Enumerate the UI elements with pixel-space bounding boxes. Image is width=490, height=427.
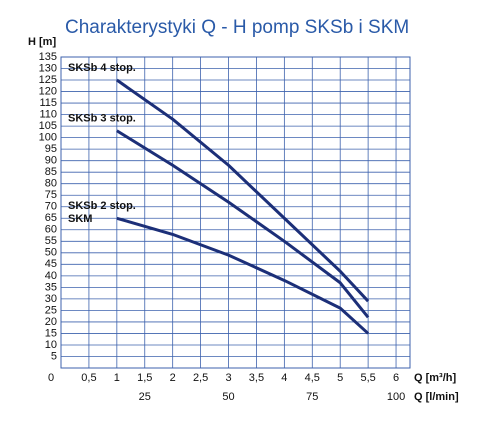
series-line (116, 216, 370, 335)
y-tick-label: 75 (45, 189, 57, 201)
x-axis-label: Q [m³/h] (414, 372, 456, 384)
x2-axis-label: Q [l/min] (414, 391, 459, 403)
series-label: SKSb 4 stop. (68, 62, 136, 74)
x-tick-label: 5,5 (360, 372, 375, 384)
plot-frame (60, 56, 411, 369)
y-tick-label: 125 (39, 74, 57, 86)
x-tick-label: 1,5 (137, 372, 152, 384)
x2-tick-label: 25 (139, 391, 151, 403)
series-line (115, 78, 370, 303)
y-tick-label: 135 (39, 51, 57, 63)
x-tick-label: 0,5 (81, 372, 96, 384)
chart-title: Charakterystyki Q - H pomp SKSb i SKM (65, 17, 409, 38)
y-tick-label: 105 (39, 120, 57, 132)
y-tick-label: 95 (45, 143, 57, 155)
y-axis-label: H [m] (28, 36, 56, 48)
y-tick-label: 90 (45, 155, 57, 167)
y-tick-label: 5 (51, 350, 57, 362)
series-line (116, 129, 370, 319)
y-tick-label: 65 (45, 212, 57, 224)
y-tick-label: 10 (45, 339, 57, 351)
y-tick-label: 115 (39, 97, 57, 109)
x-tick-label: 2 (170, 372, 176, 384)
series-label: SKSb 3 stop. (68, 113, 136, 125)
x-tick-label: 4 (281, 372, 287, 384)
y-tick-label: 25 (45, 304, 57, 316)
y-tick-label: 55 (45, 235, 57, 247)
y-tick-label: 40 (45, 270, 57, 282)
y-tick-label: 35 (45, 281, 57, 293)
x-tick-label: 6 (393, 372, 399, 384)
x2-tick-label: 75 (306, 391, 318, 403)
y-tick-label: 100 (39, 132, 57, 144)
y-tick-label: 110 (39, 108, 57, 120)
annotation: SKM (68, 213, 92, 225)
x2-tick-label: 50 (222, 391, 234, 403)
y-tick-label: 130 (39, 62, 57, 74)
x2-tick-label: 100 (387, 391, 405, 403)
y-tick-label: 15 (45, 327, 57, 339)
x-tick-label: 1 (114, 372, 120, 384)
y-tick-label: 50 (45, 247, 57, 259)
x-tick-label: 0 (48, 372, 54, 384)
y-tick-label: 45 (45, 258, 57, 270)
y-tick-label: 60 (45, 224, 57, 236)
y-tick-label: 70 (45, 201, 57, 213)
x-tick-label: 2,5 (193, 372, 208, 384)
x-tick-label: 3 (225, 372, 231, 384)
y-tick-label: 85 (45, 166, 57, 178)
series-label: SKSb 2 stop. (68, 200, 136, 212)
y-tick-label: 120 (39, 85, 57, 97)
x-tick-label: 5 (337, 372, 343, 384)
y-tick-label: 30 (45, 293, 57, 305)
y-tick-label: 80 (45, 178, 57, 190)
x-tick-label: 3,5 (249, 372, 264, 384)
y-tick-label: 20 (45, 316, 57, 328)
x-tick-label: 4,5 (305, 372, 320, 384)
